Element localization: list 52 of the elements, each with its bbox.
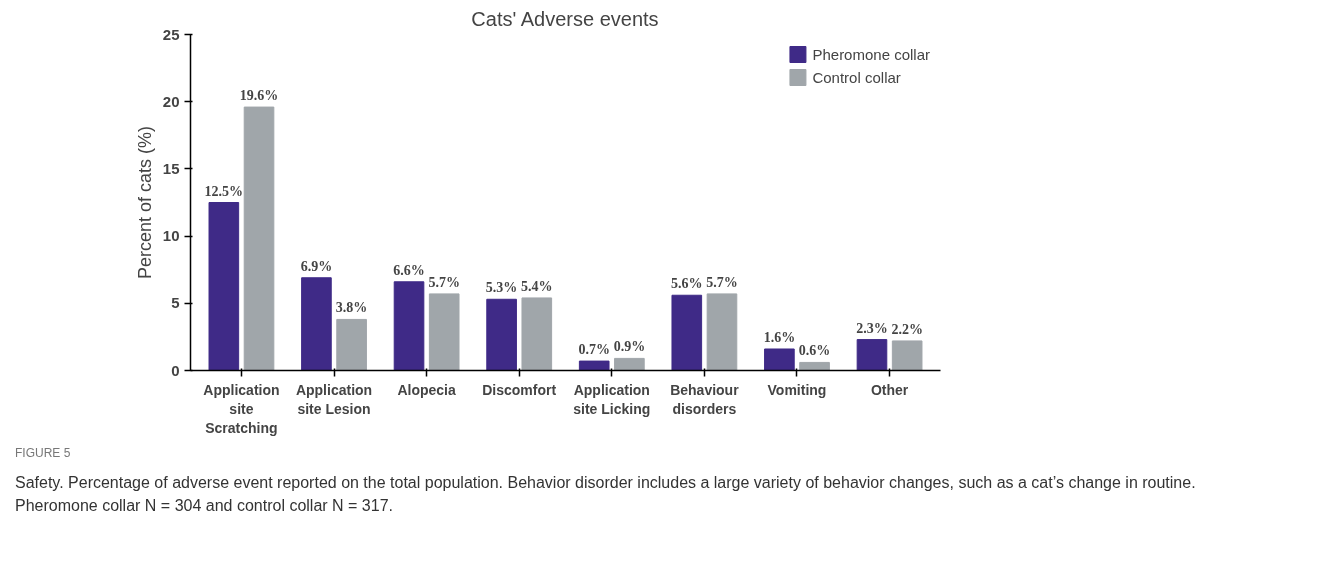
- data-label: 19.6%: [239, 88, 279, 104]
- data-label: 5.4%: [521, 278, 553, 294]
- data-label: 6.6%: [393, 262, 425, 278]
- y-tick-label: 10: [162, 227, 180, 245]
- bar: [521, 297, 553, 371]
- x-tick-label: Discomfort: [482, 381, 557, 398]
- data-label: 6.9%: [300, 258, 333, 274]
- bar: [764, 348, 795, 371]
- x-tick-label: Application site Scratching: [203, 381, 280, 436]
- bar: [428, 293, 460, 371]
- y-tick-label: 20: [162, 92, 180, 110]
- x-tick-label: Vomiting: [767, 381, 827, 398]
- bar: [891, 340, 923, 371]
- data-label: 2.2%: [891, 321, 923, 337]
- data-label: 12.5%: [204, 183, 244, 199]
- x-tick-label: Other: [870, 381, 909, 398]
- data-label: 1.6%: [763, 330, 796, 345]
- bar: [578, 360, 610, 371]
- data-label: 5.3%: [485, 280, 518, 296]
- data-label: 0.7%: [578, 342, 610, 358]
- y-tick-label: 15: [162, 159, 180, 177]
- bar: [671, 294, 703, 371]
- x-tick-label: Alopecia: [397, 381, 456, 398]
- y-tick-label: 0: [171, 361, 180, 379]
- y-axis-title: Percent of cats (%): [134, 125, 155, 280]
- data-label: 0.6%: [798, 343, 831, 359]
- bar: [706, 293, 738, 371]
- legend-label: Pheromone collar: [812, 45, 930, 63]
- y-tick-label: 25: [162, 25, 180, 43]
- text: Safety. Percentage of adverse event reported on the total population. Behavior disorder includes a large variety of behavior changes, such as a cat’s change in routine. Pheromone collar N = 304 and control collar N = 317.: [15, 473, 1197, 516]
- bar: [243, 106, 275, 371]
- bar: [486, 298, 517, 371]
- x-tick-label: Application site Licking: [573, 381, 651, 417]
- caption: FIGURE 5: [15, 445, 71, 462]
- bar: [301, 277, 332, 371]
- chart-title: Cats' Adverse events: [471, 7, 659, 30]
- data-label: 3.8%: [335, 300, 368, 316]
- data-label: 5.6%: [671, 276, 703, 292]
- data-label: 5.7%: [428, 274, 460, 290]
- data-label: 0.9%: [613, 339, 646, 355]
- bar: [799, 361, 830, 371]
- x-tick-label: Behaviour disorders: [670, 381, 740, 417]
- legend-label: Control collar: [812, 68, 901, 86]
- data-label: 2.3%: [856, 320, 888, 336]
- bar: [336, 318, 367, 371]
- x-tick-label: Application site Lesion: [295, 381, 373, 417]
- bar: [208, 202, 240, 371]
- data-label: 5.7%: [706, 274, 738, 290]
- bar: [856, 339, 888, 371]
- y-tick-label: 5: [171, 294, 180, 312]
- bar: [393, 281, 425, 371]
- bar: [614, 357, 645, 371]
